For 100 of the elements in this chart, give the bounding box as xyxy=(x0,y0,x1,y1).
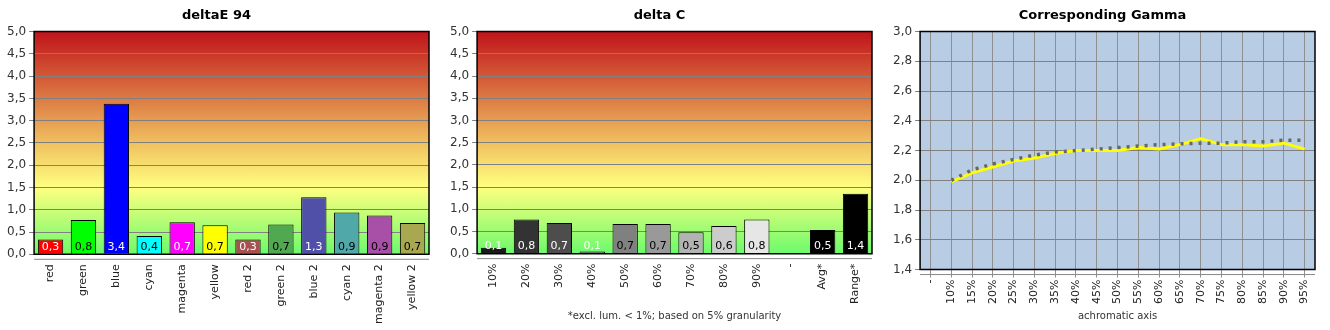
x-tick-label: magenta 2 xyxy=(372,264,386,325)
y-tick-label: 3,0 xyxy=(6,112,27,127)
chart-title: Corresponding Gamma xyxy=(1018,7,1187,23)
data-label: 1,3 xyxy=(305,240,323,254)
x-tick-label: 90% xyxy=(749,263,763,289)
data-label: 0,7 xyxy=(616,239,634,253)
y-tick-label: 5,0 xyxy=(449,23,470,38)
y-tick-label: 3,5 xyxy=(449,90,470,105)
x-tick-label: 10% xyxy=(944,279,958,304)
data-label: 0,7 xyxy=(206,240,224,254)
y-tick-label: 2,5 xyxy=(6,135,27,150)
y-tick-label: 1,5 xyxy=(6,179,27,194)
y-tick-label: 2,8 xyxy=(892,53,913,68)
x-tick-label: 15% xyxy=(964,279,978,304)
x-tick-label: 75% xyxy=(1214,279,1228,304)
x-tick-label: 10% xyxy=(486,263,500,289)
y-tick-label: 2,4 xyxy=(892,112,913,127)
x-tick-label: 80% xyxy=(716,263,730,289)
x-tick-label: 30% xyxy=(1027,279,1041,304)
x-tick-label: 20% xyxy=(519,263,533,289)
x-tick-label: cyan 2 xyxy=(339,264,353,302)
data-label: 0,4 xyxy=(140,240,159,254)
x-tick-label: 20% xyxy=(985,279,999,304)
y-tick-label: 2,6 xyxy=(892,83,913,98)
x-tick-label: red xyxy=(43,264,57,283)
data-label: 0,7 xyxy=(550,239,569,253)
y-tick-label: 3,0 xyxy=(892,23,913,38)
data-label: 0,5 xyxy=(682,239,700,253)
x-tick-label: 30% xyxy=(552,263,566,289)
data-label: 0,8 xyxy=(517,239,536,253)
y-tick-label: 1,6 xyxy=(892,231,913,246)
y-tick-label: 1,0 xyxy=(449,201,470,216)
x-tick-label: - xyxy=(782,263,796,268)
y-tick-label: 2,0 xyxy=(892,172,913,187)
data-label: 0,8 xyxy=(748,239,766,253)
data-label: 0,7 xyxy=(649,239,667,253)
x-tick-label: red 2 xyxy=(240,264,254,293)
y-tick-label: 0,0 xyxy=(449,245,470,260)
x-tick-label: 65% xyxy=(1172,279,1186,304)
y-tick-label: 1,0 xyxy=(6,201,27,216)
data-label: 0,1 xyxy=(583,239,602,253)
data-label: 0,3 xyxy=(239,240,257,254)
y-tick-label: 5,0 xyxy=(6,23,27,38)
data-label: 0,9 xyxy=(337,240,356,254)
x-tick-label: 70% xyxy=(683,263,697,289)
data-label: 0,5 xyxy=(813,239,832,253)
x-tick-label: yellow 2 xyxy=(405,264,419,310)
data-label: 0,7 xyxy=(173,240,191,254)
data-label: 0,7 xyxy=(403,240,422,254)
chart-title: delta C xyxy=(633,7,686,23)
y-tick-label: 2,0 xyxy=(449,156,470,171)
data-label: 0,3 xyxy=(41,240,60,254)
x-tick-label: - xyxy=(923,279,937,284)
x-tick-label: cyan xyxy=(142,264,156,291)
text: *excl. lum. < 1%; based on 5% granularity xyxy=(567,309,782,321)
x-tick-label: 90% xyxy=(1276,279,1290,304)
data-label: 0,7 xyxy=(272,240,290,254)
data-label: 1,4 xyxy=(846,239,865,253)
x-tick-label: 25% xyxy=(1006,279,1020,304)
x-tick-label: Range* xyxy=(848,263,862,305)
x-tick-label: 60% xyxy=(1151,279,1165,304)
x-tick-label: 45% xyxy=(1089,279,1103,304)
x-tick-label: Avg* xyxy=(815,263,829,290)
x-tick-label: 80% xyxy=(1235,279,1249,304)
x-tick-label: yellow xyxy=(207,264,221,300)
x-tick-label: green xyxy=(76,264,90,297)
y-tick-label: 2,2 xyxy=(892,142,913,157)
y-tick-label: 0,5 xyxy=(449,223,470,238)
y-tick-label: 2,5 xyxy=(449,134,470,149)
y-tick-label: 3,0 xyxy=(449,112,470,127)
data-label: 3,4 xyxy=(107,240,126,254)
y-tick-label: 4,0 xyxy=(6,68,27,83)
x-tick-label: 55% xyxy=(1131,279,1145,304)
y-tick-label: 0,5 xyxy=(6,224,27,239)
x-tick-label: green 2 xyxy=(273,264,287,307)
data-label: 0,9 xyxy=(370,240,389,254)
x-tick-label: 35% xyxy=(1048,279,1062,304)
x-tick-label: blue 2 xyxy=(306,264,320,299)
x-tick-label: 40% xyxy=(1068,279,1082,304)
x-tick-label: 70% xyxy=(1193,279,1207,304)
x-tick-label: 60% xyxy=(650,263,664,289)
y-tick-label: 0,0 xyxy=(6,246,27,261)
x-axis-title: achromatic axis xyxy=(1077,309,1158,321)
y-tick-label: 1,8 xyxy=(892,202,913,217)
chart-title: deltaE 94 xyxy=(181,7,252,23)
data-label: 0,6 xyxy=(715,239,733,253)
y-tick-label: 4,5 xyxy=(449,45,470,60)
x-tick-label: 95% xyxy=(1297,279,1311,304)
x-tick-label: 50% xyxy=(618,263,632,289)
y-tick-label: 2,0 xyxy=(6,157,27,172)
x-tick-label: blue xyxy=(109,264,123,289)
x-tick-label: magenta xyxy=(175,264,189,314)
data-label: 0,8 xyxy=(74,240,93,254)
y-tick-label: 1,4 xyxy=(892,261,913,276)
y-tick-label: 4,5 xyxy=(6,45,27,60)
x-tick-label: 40% xyxy=(585,263,599,289)
y-tick-label: 1,5 xyxy=(449,179,470,194)
y-tick-label: 3,5 xyxy=(6,90,27,105)
y-tick-label: 4,0 xyxy=(449,68,470,83)
x-tick-label: 85% xyxy=(1255,279,1269,304)
